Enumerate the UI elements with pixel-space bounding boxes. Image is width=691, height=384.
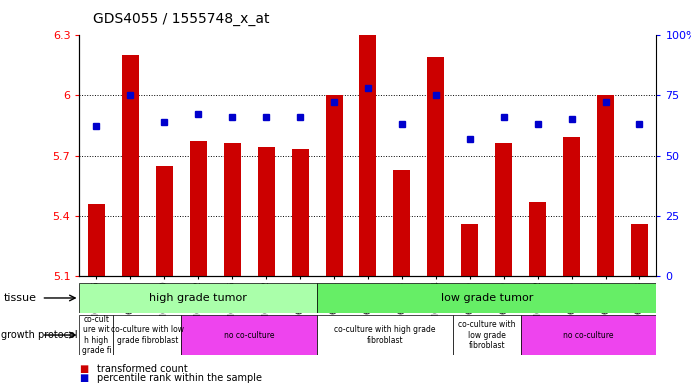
Bar <box>495 143 512 276</box>
Text: co-cult
ure wit
h high
grade fi: co-cult ure wit h high grade fi <box>82 315 111 355</box>
Bar <box>224 143 240 276</box>
Text: GDS4055 / 1555748_x_at: GDS4055 / 1555748_x_at <box>93 12 269 25</box>
Bar <box>122 55 139 276</box>
Text: no co-culture: no co-culture <box>563 331 614 339</box>
Bar <box>427 57 444 276</box>
Bar <box>563 137 580 276</box>
Bar <box>597 95 614 276</box>
Bar <box>317 283 656 313</box>
Bar <box>462 224 478 276</box>
Text: high grade tumor: high grade tumor <box>149 293 247 303</box>
Bar <box>79 283 317 313</box>
Text: ■: ■ <box>79 364 88 374</box>
Text: no co-culture: no co-culture <box>224 331 274 339</box>
Text: co-culture with
low grade
fibroblast: co-culture with low grade fibroblast <box>458 320 515 350</box>
Bar <box>190 141 207 276</box>
Bar <box>521 315 656 355</box>
Text: transformed count: transformed count <box>97 364 187 374</box>
Bar <box>359 35 377 276</box>
Bar <box>113 315 181 355</box>
Bar <box>79 315 113 355</box>
Bar <box>292 149 309 276</box>
Text: co-culture with low
grade fibroblast: co-culture with low grade fibroblast <box>111 325 184 345</box>
Text: co-culture with high grade
fibroblast: co-culture with high grade fibroblast <box>334 325 436 345</box>
Bar <box>631 224 648 276</box>
Bar <box>156 166 173 276</box>
Bar <box>181 315 317 355</box>
Bar <box>325 95 343 276</box>
Bar <box>258 147 274 276</box>
Text: low grade tumor: low grade tumor <box>441 293 533 303</box>
Bar <box>88 204 105 276</box>
Text: ■: ■ <box>79 373 88 383</box>
Text: tissue: tissue <box>3 293 37 303</box>
Bar <box>453 315 521 355</box>
Text: percentile rank within the sample: percentile rank within the sample <box>97 373 262 383</box>
Bar <box>317 315 453 355</box>
Text: growth protocol: growth protocol <box>1 330 77 340</box>
Bar <box>529 202 546 276</box>
Bar <box>393 170 410 276</box>
